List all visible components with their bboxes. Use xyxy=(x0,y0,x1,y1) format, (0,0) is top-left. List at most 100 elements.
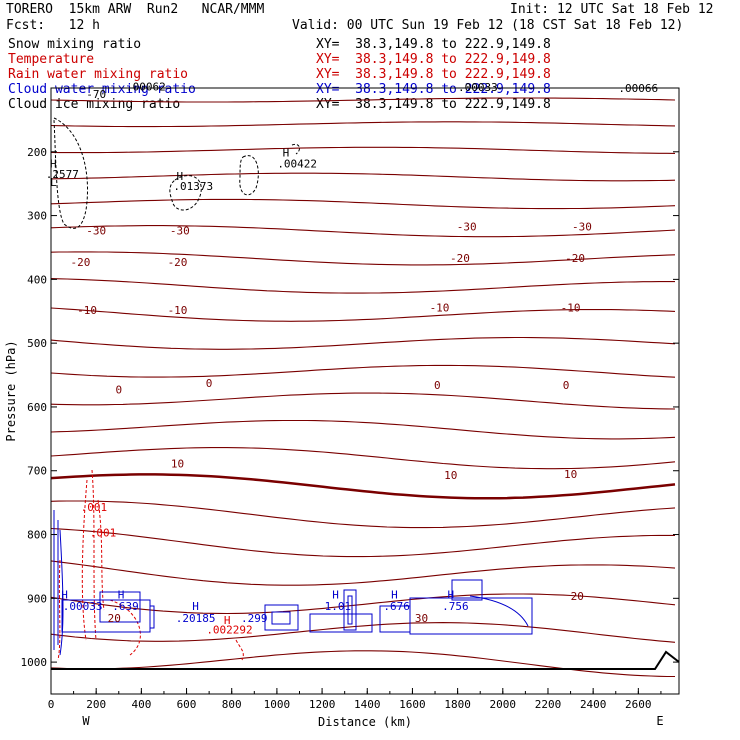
isotherm--35 xyxy=(50,278,675,294)
cloud-ice-label-1: .2577 xyxy=(46,168,79,181)
temperature-label-6: -20 xyxy=(450,252,470,265)
x-tick-label-1600: 1600 xyxy=(399,698,426,711)
x-tick-label-2000: 2000 xyxy=(490,698,517,711)
temperature-label-21: 30 xyxy=(415,612,428,625)
cloud-ice-contour-3 xyxy=(291,143,300,155)
x-tick-label-1000: 1000 xyxy=(264,698,291,711)
y-tick-label-600: 600 xyxy=(27,401,47,414)
east-label: E xyxy=(656,714,663,728)
isotherm--40 xyxy=(50,251,676,266)
rain-label-0: .001 xyxy=(81,501,108,514)
header-valid: Valid: 00 UTC Sun 19 Feb 12 (18 CST Sat … xyxy=(292,18,684,33)
y-axis-title: Pressure (hPa) xyxy=(4,340,18,441)
temperature-label-13: 0 xyxy=(206,377,213,390)
x-tick-label-200: 200 xyxy=(86,698,106,711)
isotherm-0 xyxy=(50,473,676,500)
isotherm-15 xyxy=(50,560,676,586)
temperature-label-1: -30 xyxy=(170,225,190,238)
y-tick-label-800: 800 xyxy=(27,529,47,542)
cloud-water-contour-2 xyxy=(99,591,141,623)
cloud-ice-label-6: .00422 xyxy=(277,158,317,171)
x-tick-label-1800: 1800 xyxy=(444,698,471,711)
cloud-ice-label-5: H xyxy=(283,146,290,159)
x-tick-label-800: 800 xyxy=(222,698,242,711)
temperature-label-10: -10 xyxy=(430,301,450,314)
cloud-water-label-1: .00033 xyxy=(63,600,103,613)
cloud-water-contour-3 xyxy=(149,605,155,629)
x-tick-label-0: 0 xyxy=(48,698,55,711)
rain-contour-2 xyxy=(109,599,244,661)
legend-xy-temperature: XY= 38.3,149.8 to 222.9,149.8 xyxy=(316,52,551,67)
cloud-ice-contour-2 xyxy=(239,155,259,196)
isotherm--30 xyxy=(50,307,676,322)
temperature-label-7: -20 xyxy=(565,252,585,265)
temperature-label-19: 20 xyxy=(571,590,584,603)
isotherm--10 xyxy=(50,419,676,440)
axes: 0 200 400 600 800 1000 1200 1400 1600 1800 2000 220… xyxy=(4,87,680,729)
header-init: Init: 12 UTC Sat 18 Feb 12 xyxy=(510,2,714,17)
isotherm--55 xyxy=(50,172,676,182)
temperature-label-18: 10 xyxy=(564,468,577,481)
x-tick-label-2600: 2600 xyxy=(625,698,652,711)
isotherm--15 xyxy=(50,392,676,410)
cloud-water-label-8: 1.01 xyxy=(325,600,352,613)
isotherm--20 xyxy=(50,364,676,378)
cloud-water-contour-5 xyxy=(271,611,291,625)
temperature-label-16: 10 xyxy=(171,458,184,471)
temperature-contours xyxy=(50,97,676,678)
isotherm--45 xyxy=(50,225,676,238)
temperature-label-4: -20 xyxy=(70,256,90,269)
cloud-water-contour-1 xyxy=(61,599,151,633)
temperature-label-2: -30 xyxy=(457,220,477,233)
x-tick-label-1200: 1200 xyxy=(309,698,336,711)
header-title: TORERO 15km ARW Run2 NCAR/MMM xyxy=(6,2,265,17)
legend-xy-cloud-water: XY= 38.3,149.8 to 222.9,149.8 xyxy=(316,82,551,97)
contour-labels: -30 -30 -30 -30 -20 -20 -20 -20 -10 -10 -10 -10 0 0 0 0… xyxy=(46,81,658,637)
cloud-ice-contour-0 xyxy=(53,117,89,229)
legend-label-rain: Rain water mixing ratio xyxy=(8,67,189,82)
y-tick-label-400: 400 xyxy=(27,273,47,286)
x-tick-label-600: 600 xyxy=(177,698,197,711)
cloud-water-contour-7 xyxy=(343,589,357,631)
rain-contour-0 xyxy=(81,469,97,641)
x-tick-label-2400: 2400 xyxy=(580,698,607,711)
cloud-water-label-12: .756 xyxy=(442,600,469,613)
cloud-ice-label-2: L xyxy=(50,176,57,189)
temperature-label-14: 0 xyxy=(434,379,441,392)
y-tick-label-300: 300 xyxy=(27,210,47,223)
temperature-label-20: 20 xyxy=(108,612,121,625)
cloud-water-contour-8 xyxy=(347,595,353,625)
cloud-water-contour-4 xyxy=(264,604,299,631)
y-tick-label-500: 500 xyxy=(27,337,47,350)
legend-xy-snow: XY= 38.3,149.8 to 222.9,149.8 xyxy=(316,37,551,52)
cloud-water-label-2: H xyxy=(118,588,125,601)
temperature-label-3: -30 xyxy=(572,220,592,233)
cloud-water-contour-12 xyxy=(469,595,529,627)
isotherm--60 xyxy=(50,146,676,154)
cloud-water-contours xyxy=(53,510,533,656)
temperature-label-9: -10 xyxy=(168,304,188,317)
isotherm--65 xyxy=(50,121,676,128)
west-label: W xyxy=(82,714,90,728)
cloud-water-label-9: H xyxy=(391,588,398,601)
rain-max-label-0: H xyxy=(224,614,231,627)
temperature-label-17: 10 xyxy=(444,469,457,482)
cloud-water-label-11: H xyxy=(447,588,454,601)
cloud-water-label-10: .676 xyxy=(383,600,410,613)
header-fcst: Fcst: 12 h xyxy=(6,18,100,33)
cloud-water-label-5: .20185 xyxy=(176,612,216,625)
legend-label-snow: Snow mixing ratio xyxy=(8,37,142,52)
cloud-water-label-4: H xyxy=(192,600,199,613)
x-axis-title: Distance (km) xyxy=(318,715,412,729)
cloud-water-label-3: .639 xyxy=(112,600,139,613)
cloud-ice-contour-1 xyxy=(169,175,202,211)
rain-label-1: .001 xyxy=(90,526,117,539)
terrain-line xyxy=(51,650,680,670)
cloud-water-label-6: .299 xyxy=(241,612,268,625)
top-label-0: .00062 xyxy=(126,81,166,94)
cloud-water-contour-10 xyxy=(409,597,533,635)
isotherm-25 xyxy=(50,622,676,643)
isotherm--50 xyxy=(50,198,676,210)
x-tick-label-400: 400 xyxy=(131,698,151,711)
temperature-label-8: -10 xyxy=(77,304,97,317)
